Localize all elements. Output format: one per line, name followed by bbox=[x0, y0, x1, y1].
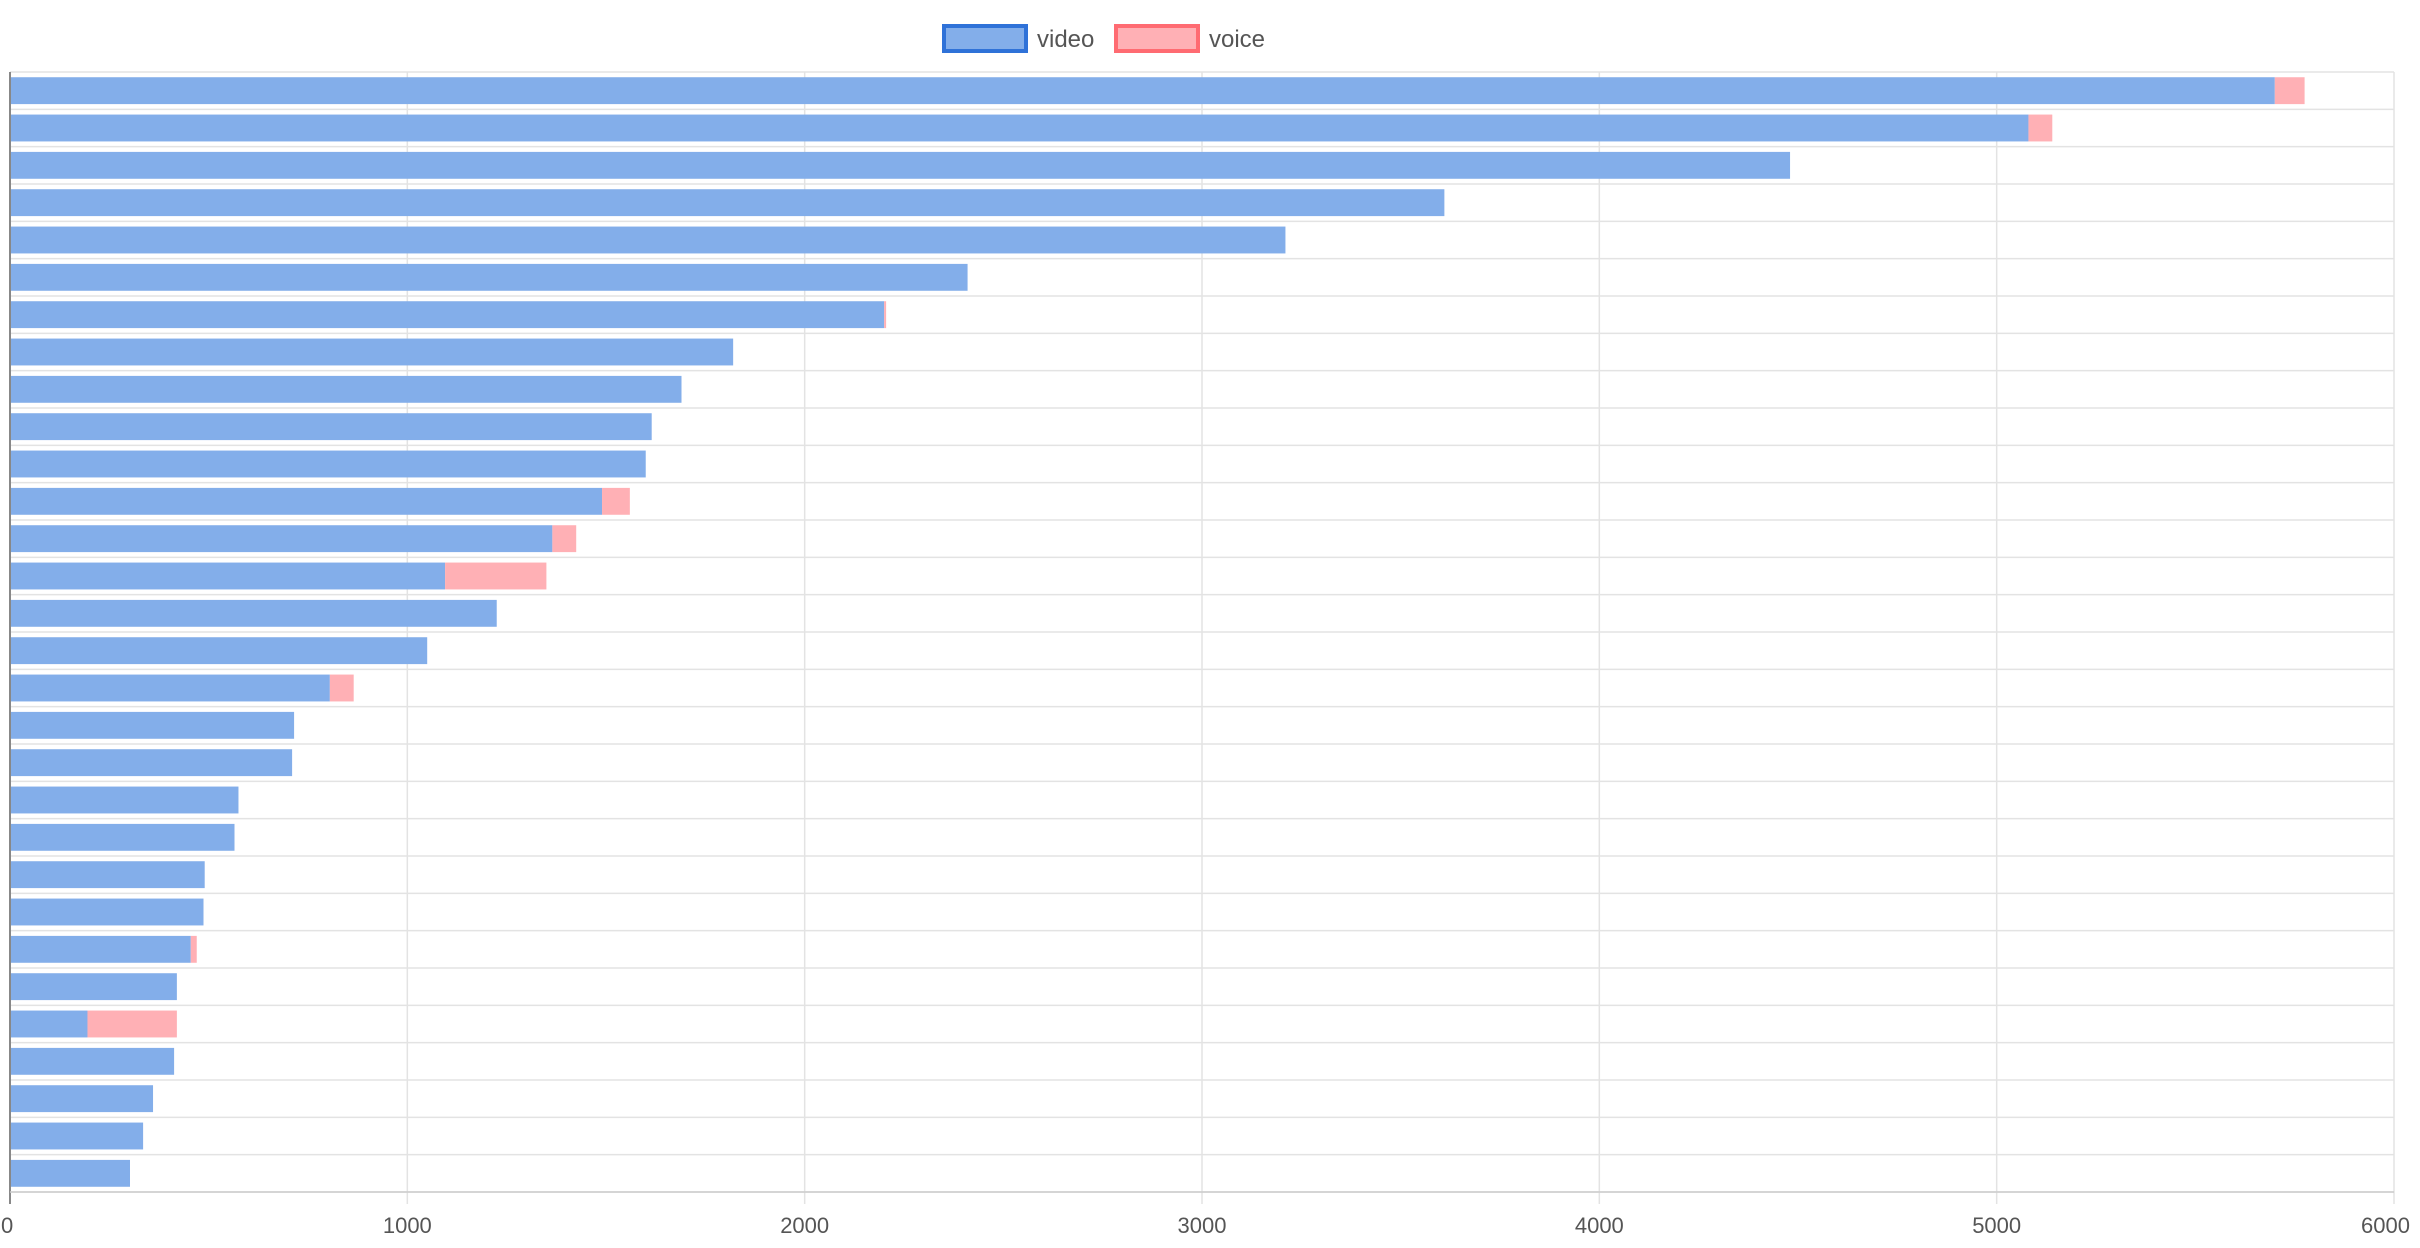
bar-voice[interactable] bbox=[2028, 114, 2053, 142]
legend-label-voice: voice bbox=[1209, 26, 1265, 53]
bar-video[interactable] bbox=[10, 1047, 175, 1075]
bar-video[interactable] bbox=[10, 77, 2275, 105]
bar-video[interactable] bbox=[10, 525, 553, 553]
bar-video[interactable] bbox=[10, 450, 646, 478]
bar-voice[interactable] bbox=[190, 935, 197, 963]
bar-video[interactable] bbox=[10, 1122, 144, 1150]
x-tick-label: 1000 bbox=[383, 1213, 432, 1238]
bar-video[interactable] bbox=[10, 189, 1445, 217]
bar-video[interactable] bbox=[10, 1159, 130, 1187]
bar-voice[interactable] bbox=[87, 1010, 177, 1038]
bar-voice[interactable] bbox=[2274, 77, 2305, 105]
bar-video[interactable] bbox=[10, 599, 497, 627]
bar-video[interactable] bbox=[10, 898, 204, 926]
legend: video voice bbox=[942, 24, 1265, 53]
bar-video[interactable] bbox=[10, 375, 682, 403]
bar-video[interactable] bbox=[10, 114, 2029, 142]
bar-voice[interactable] bbox=[445, 562, 547, 590]
legend-label-video: video bbox=[1037, 26, 1094, 53]
legend-swatch-voice[interactable] bbox=[1114, 24, 1200, 53]
bar-video[interactable] bbox=[10, 413, 652, 441]
bar-voice[interactable] bbox=[602, 487, 630, 515]
bar-voice[interactable] bbox=[884, 301, 887, 329]
bar-video[interactable] bbox=[10, 562, 446, 590]
bar-video[interactable] bbox=[10, 935, 191, 963]
bar-video[interactable] bbox=[10, 823, 235, 851]
bar-video[interactable] bbox=[10, 263, 968, 291]
bar-video[interactable] bbox=[10, 487, 603, 515]
bar-video[interactable] bbox=[10, 637, 428, 665]
x-tick-label: 4000 bbox=[1575, 1213, 1624, 1238]
bar-voice[interactable] bbox=[329, 674, 354, 702]
bar-video[interactable] bbox=[10, 711, 295, 739]
bar-video[interactable] bbox=[10, 786, 239, 814]
bar-video[interactable] bbox=[10, 674, 330, 702]
bar-video[interactable] bbox=[10, 973, 177, 1001]
bar-voice[interactable] bbox=[552, 525, 577, 553]
x-axis: 0 1000 2000 3000 4000 5000 6000 bbox=[1, 72, 2410, 1238]
x-tick-label: 0 bbox=[1, 1213, 13, 1238]
bar-video[interactable] bbox=[10, 301, 885, 329]
bar-video[interactable] bbox=[10, 1010, 88, 1038]
x-tick-label: 6000 bbox=[2361, 1213, 2410, 1238]
bar-video[interactable] bbox=[10, 749, 293, 777]
x-tick-label: 3000 bbox=[1178, 1213, 1227, 1238]
bar-video[interactable] bbox=[10, 338, 734, 366]
bars bbox=[10, 77, 2305, 1187]
x-tick-label: 2000 bbox=[780, 1213, 829, 1238]
x-tick-label: 5000 bbox=[1972, 1213, 2021, 1238]
legend-swatch-video[interactable] bbox=[942, 24, 1028, 53]
bar-video[interactable] bbox=[10, 861, 205, 889]
bar-video[interactable] bbox=[10, 1085, 154, 1113]
bar-video[interactable] bbox=[10, 226, 1286, 254]
bar-video[interactable] bbox=[10, 151, 1791, 179]
